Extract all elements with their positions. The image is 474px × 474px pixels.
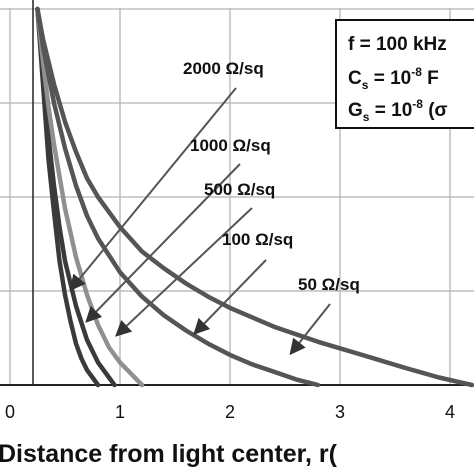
param-conductance-sub: s	[363, 110, 370, 124]
param-capacitance-symbol: C	[348, 68, 362, 89]
param-conductance: Gs = 10-8 (σ	[348, 97, 448, 124]
label-arrow-1	[85, 163, 241, 323]
series-label-2: 500 Ω/sq	[204, 180, 275, 199]
parameter-box: f = 100 kHz Cs = 10-8 F Gs = 10-8 (σ	[335, 19, 474, 129]
label-arrow-4	[289, 303, 331, 356]
param-capacitance-exp: -8	[411, 65, 422, 79]
label-arrows	[69, 87, 331, 356]
param-conductance-eq: = 10	[369, 100, 412, 121]
series-labels: 2000 Ω/sq 1000 Ω/sq 500 Ω/sq 100 Ω/sq 50 Ω/s…	[183, 59, 360, 294]
param-capacitance-unit: F	[422, 68, 439, 89]
x-axis-title: Distance from light center, r(	[0, 440, 338, 468]
param-conductance-exp: -8	[412, 97, 423, 111]
param-frequency: f = 100 kHz	[348, 34, 447, 55]
label-arrow-0	[69, 87, 237, 292]
parameter-box-frame	[335, 19, 474, 129]
series-label-1: 1000 Ω/sq	[190, 136, 271, 155]
param-capacitance-sub: s	[362, 78, 369, 92]
series-label-3: 100 Ω/sq	[222, 230, 293, 249]
series-label-0: 2000 Ω/sq	[183, 59, 264, 78]
series-label-4: 50 Ω/sq	[298, 275, 360, 294]
param-capacitance-eq: = 10	[368, 68, 411, 89]
x-tick-label: 2	[225, 402, 235, 422]
x-tick-labels: 0 1 2 3 4	[5, 402, 455, 422]
label-arrow-2	[115, 207, 253, 337]
x-tick-label: 4	[445, 402, 455, 422]
x-tick-label: 0	[5, 402, 15, 422]
param-conductance-unit: (σ	[423, 100, 448, 121]
series-line-4	[35, 6, 474, 388]
x-tick-label: 1	[115, 402, 125, 422]
param-capacitance: Cs = 10-8 F	[348, 65, 439, 92]
param-conductance-symbol: G	[348, 100, 363, 121]
series-line-3	[35, 6, 321, 388]
x-tick-label: 3	[335, 402, 345, 422]
series-line-1	[35, 6, 117, 388]
axes	[0, 0, 474, 386]
label-arrow-3	[193, 259, 267, 335]
